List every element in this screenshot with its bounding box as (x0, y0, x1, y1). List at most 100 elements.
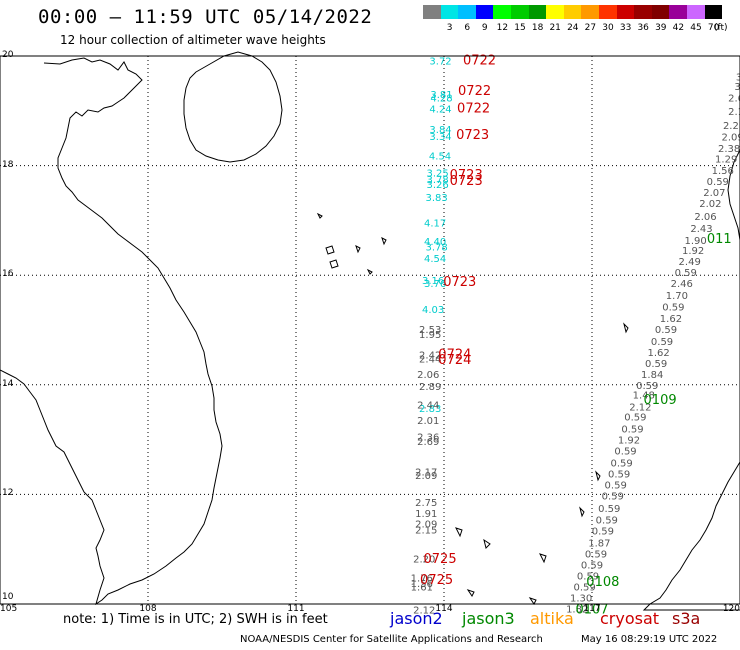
swh-value-label: 3 (734, 82, 740, 93)
swh-value-label: 0.59 (581, 561, 603, 572)
latitude-label: 14 (2, 378, 14, 389)
swh-value-label: 0.59 (636, 381, 658, 392)
swh-value-label: 1.95 (419, 330, 441, 341)
map-frame (0, 55, 740, 605)
longitude-label: 105 (0, 604, 18, 614)
colorbar-swatch (634, 5, 652, 19)
swh-value-label: 2.15 (415, 525, 437, 536)
swh-value-label: 1.84 (641, 370, 663, 381)
swh-value-label: 1.29 (715, 154, 737, 165)
swh-value-label: 1.30 (570, 593, 592, 604)
swh-value-label: 2.75 (415, 498, 437, 509)
swh-value-label: 2.1 (728, 107, 740, 118)
map-subtitle: 12 hour collection of altimeter wave hei… (60, 33, 326, 47)
coastline-palawan (642, 461, 740, 611)
colorbar-swatch (669, 5, 687, 19)
swh-value-label: 1.76 (411, 574, 433, 585)
colorbar-swatch (546, 5, 564, 19)
swh-value-label: 3.25 (426, 169, 448, 180)
satellite-legend-entry: jason2 (390, 609, 443, 628)
swh-value-label: 2.06 (694, 212, 716, 223)
colorbar-tick-label: 42 (672, 23, 685, 33)
colorbar-swatch (423, 5, 441, 19)
swh-value-label: 3.78 (426, 175, 448, 186)
pass-time-label: 0107 (575, 602, 608, 617)
coastline-hainan (183, 51, 283, 163)
latitude-label: 16 (2, 269, 14, 280)
swh-value-label: 2.06 (417, 370, 439, 381)
colorbar-tick-label: 6 (464, 23, 471, 33)
latitude-label: 18 (2, 159, 14, 170)
swh-value-label: 1.56 (712, 166, 734, 177)
colorbar-swatch (687, 5, 705, 19)
swh-value-label: 3.72 (429, 56, 451, 67)
swh-value-label: 0.59 (675, 268, 697, 279)
colorbar-swatch (475, 5, 494, 19)
swh-value-label: 0.59 (624, 413, 646, 424)
colorbar-swatch (563, 5, 582, 19)
swh-value-label: 2.44 (419, 354, 441, 365)
pass-time-label: 0725 (424, 552, 457, 567)
swh-value-label: 3.78 (425, 243, 447, 254)
colorbar-tick-label: 12 (496, 23, 509, 33)
swh-value-label: 2.38 (718, 144, 740, 155)
latitude-label: 10 (2, 592, 14, 602)
swh-value-label: 0.59 (602, 491, 624, 502)
latitude-label: 20 (2, 50, 14, 60)
coastlines (0, 51, 740, 611)
credit-line: NOAA/NESDIS Center for Satellite Applica… (240, 634, 543, 645)
swh-value-label: 0.59 (655, 325, 677, 336)
island-paracel-4 (381, 237, 387, 246)
satellite-legend-entry: s3a (672, 609, 701, 628)
island-spratly-6 (595, 470, 601, 482)
graticule (0, 56, 740, 604)
swh-value-label: 2.07 (703, 188, 725, 199)
swh-value-label: 2.09 (415, 519, 437, 530)
pass-time-label: 0109 (644, 393, 677, 408)
colorbar-tick-label: 39 (655, 23, 667, 33)
swh-value-label: 4.40 (424, 237, 446, 248)
island-spratly-2 (483, 538, 491, 549)
island-spratly-8 (466, 589, 475, 597)
swh-value-label: 2.09 (415, 471, 437, 482)
colorbar-swatch (599, 5, 617, 19)
swh-value-label: 1.82 (566, 604, 588, 615)
longitude-label: 120 (722, 604, 740, 614)
colorbar-tick-label: 33 (619, 23, 632, 33)
colorbar-swatch (440, 5, 459, 19)
swh-value-label: 3.34 (429, 132, 451, 143)
longitude-label: 108 (139, 604, 157, 614)
pass-time-label: 0722 (457, 102, 490, 117)
satellite-legend-entry: altika (530, 609, 574, 628)
swh-value-label: 1.92 (618, 436, 640, 447)
swh-value-label: 2.42 (419, 351, 441, 362)
swh-value-label: 1.92 (682, 246, 704, 257)
colorbar-tick-label: 15 (514, 23, 526, 33)
swh-value-label: 4.28 (430, 94, 452, 105)
colorbar-swatch (581, 5, 599, 19)
swh-value-label: 0.59 (608, 470, 630, 481)
pass-time-label: 0723 (443, 275, 476, 290)
swh-value-label: 1.90 (684, 236, 706, 247)
island-spratly-7 (528, 597, 537, 605)
swh-value-label: 2.17 (415, 467, 437, 478)
swh-value-label: 0.59 (585, 550, 607, 561)
swh-value-label: 3.16 (422, 276, 444, 287)
swh-value-label: 2.46 (671, 279, 693, 290)
pass-time-label: 0722 (458, 84, 491, 99)
pass-time-label: 0725 (420, 573, 453, 588)
swh-value-label: 4.24 (429, 105, 451, 116)
pass-time-label: 0108 (586, 575, 619, 590)
swh-value-label: 2.12 (629, 403, 651, 414)
swh-value-label: 0.59 (662, 302, 684, 313)
swh-value-label: 0.59 (645, 359, 667, 370)
satellite-legend-entry: cryosat (600, 609, 660, 628)
swh-value-label: 4.17 (424, 219, 446, 230)
swh-value-label: 0.59 (621, 425, 643, 436)
swh-value-label: 2.43 (690, 224, 712, 235)
colorbar-swatch (493, 5, 511, 19)
swh-value-label: 2.44 (417, 401, 439, 412)
swh-value-label: 0.59 (610, 459, 632, 470)
swh-value-label: 0.59 (605, 481, 627, 492)
